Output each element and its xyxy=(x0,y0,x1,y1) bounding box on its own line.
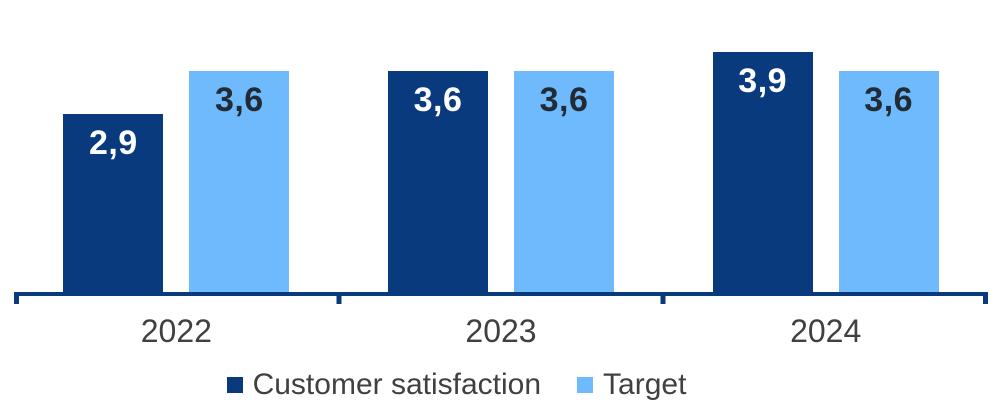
x-axis-tick xyxy=(336,292,342,304)
category-group-2023: 3,6 3,6 xyxy=(339,0,664,292)
bar-value-label: 3,6 xyxy=(413,81,463,119)
category-group-2024: 3,9 3,6 xyxy=(663,0,988,292)
x-axis-label-2023: 2023 xyxy=(465,313,537,349)
bar-target-2022: 3,6 xyxy=(189,71,290,292)
legend-item-target: Target xyxy=(577,368,686,402)
x-axis-tick xyxy=(660,292,666,304)
bar-value-label: 2,9 xyxy=(88,124,138,162)
legend-swatch-target-icon xyxy=(577,377,594,393)
x-axis-label-2024: 2024 xyxy=(790,313,862,349)
bar-value-label: 3,6 xyxy=(864,81,914,119)
bar-value-label: 3,6 xyxy=(539,81,589,119)
legend-items: Customer satisfaction Target xyxy=(226,368,686,402)
legend: Customer satisfaction Target xyxy=(0,368,1001,402)
x-axis-tick xyxy=(14,292,19,304)
bar-target-2024: 3,6 xyxy=(838,71,939,292)
legend-swatch-customer-satisfaction-icon xyxy=(226,377,243,393)
x-axis-label-2022: 2022 xyxy=(140,313,212,349)
x-axis-tick xyxy=(983,292,988,304)
plot-area: 2,9 3,6 3,6 3,6 3,9 3,6 xyxy=(14,0,988,292)
bar-customer-satisfaction-2022: 2,9 xyxy=(63,114,164,292)
bar-value-label: 3,6 xyxy=(214,81,264,119)
legend-label-target: Target xyxy=(603,368,687,401)
x-axis-line xyxy=(14,292,988,304)
bar-customer-satisfaction-2023: 3,6 xyxy=(388,71,488,292)
category-group-2022: 2,9 3,6 xyxy=(14,0,339,292)
legend-label-customer-satisfaction: Customer satisfaction xyxy=(252,368,542,401)
x-axis-labels: 2022 2023 2024 xyxy=(14,312,988,350)
bar-customer-satisfaction-2024: 3,9 xyxy=(712,52,813,292)
legend-item-customer-satisfaction: Customer satisfaction xyxy=(226,368,542,402)
bar-target-2023: 3,6 xyxy=(514,71,614,292)
bar-value-label: 3,9 xyxy=(738,62,788,100)
